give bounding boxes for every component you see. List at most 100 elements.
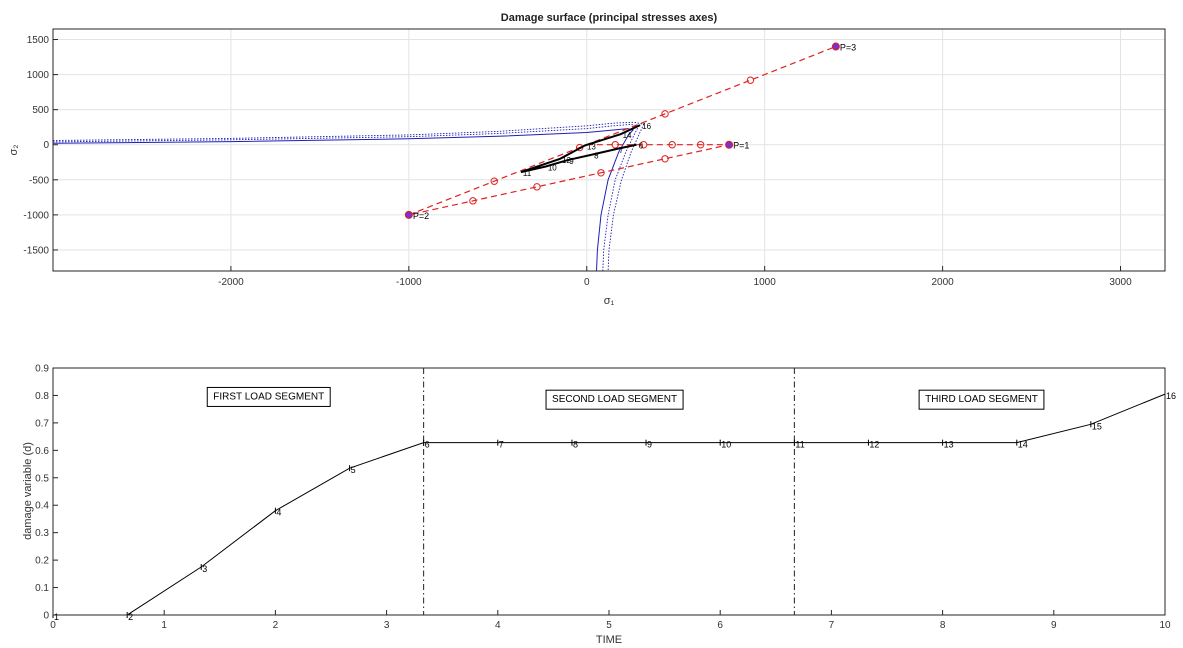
load-point-marker [404, 210, 413, 219]
trajectory-point-label: 12 [562, 156, 571, 165]
y-tick-label: 0 [43, 611, 49, 622]
path-marker [597, 169, 605, 177]
y-tick-label: 1500 [27, 35, 50, 46]
path-marker [490, 177, 498, 185]
y-axis-label: σ₂ [8, 144, 20, 155]
load-segment-annotation: THIRD LOAD SEGMENT [918, 389, 1045, 410]
y-tick-label: 0 [43, 140, 49, 151]
load-segment-annotation: FIRST LOAD SEGMENT [206, 386, 331, 407]
annotation-box [206, 386, 331, 407]
path-marker [661, 155, 669, 163]
stress-trajectory-line [520, 124, 641, 174]
y-tick-label: -1000 [23, 210, 49, 221]
damage-point-label: 9 [647, 440, 652, 450]
damage-point-label: 11 [795, 440, 804, 450]
x-tick-label: 5 [606, 620, 612, 631]
y-tick-label: -500 [29, 175, 49, 186]
path-marker [469, 197, 477, 205]
x-tick-label: 9 [1051, 620, 1057, 631]
damage-surface-chart: Damage surface (principal stresses axes)… [8, 12, 1166, 307]
x-tick-label: 7 [829, 620, 835, 631]
y-tick-label: 0.1 [35, 583, 49, 594]
x-tick-label: 4 [495, 620, 501, 631]
damage-point-label: 16 [1166, 391, 1176, 401]
x-tick-label: 3 [384, 620, 390, 631]
x-axis-label: TIME [596, 634, 622, 646]
load-point-label: P=1 [733, 141, 749, 151]
path-marker [661, 110, 669, 118]
load-point-marker [831, 42, 840, 51]
y-tick-label: 1000 [27, 70, 50, 81]
damage-point-label: 14 [1018, 440, 1028, 450]
annotation-text: SECOND LOAD SEGMENT [552, 394, 677, 405]
y-tick-label: 0.6 [35, 446, 49, 457]
trajectory-point-label: 11 [523, 169, 532, 178]
y-tick-label: 0.2 [35, 556, 49, 567]
damage-point-label: 12 [869, 440, 879, 450]
load-point-label: P=2 [413, 211, 429, 221]
annotation-box [545, 389, 684, 410]
y-tick-label: 500 [32, 105, 49, 116]
x-tick-label: 1 [161, 620, 167, 631]
x-tick-label: 2 [273, 620, 279, 631]
y-tick-label: 0.8 [35, 391, 49, 402]
x-tick-label: 2000 [931, 277, 954, 288]
tick-labels: 0 1 2 3 4 5 6 7 8 9 1000.10.20.30.40.50.60.70.80.9 [35, 364, 1171, 632]
y-axis-label: damage variable (d) [22, 442, 34, 540]
x-tick-label: -2000 [218, 277, 244, 288]
damage-surface-curve [52, 121, 645, 272]
annotation-box [918, 389, 1045, 410]
trajectory-point-label: 6 [639, 142, 644, 151]
damage-point-label: 13 [944, 440, 954, 450]
x-tick-label: 0 [584, 277, 590, 288]
damage-point-label: 2 [128, 612, 133, 622]
x-tick-label: -1000 [396, 277, 422, 288]
y-tick-label: 0.9 [35, 364, 49, 375]
load-point-label: P=3 [840, 43, 856, 53]
damage-point-label: 3 [202, 564, 207, 574]
y-tick-label: -1500 [23, 245, 49, 256]
x-tick-label: 1000 [754, 277, 777, 288]
damage-point-label: 7 [499, 440, 504, 450]
y-tick-label: 0.5 [35, 473, 49, 484]
x-tick-label: 8 [940, 620, 946, 631]
path-marker [696, 141, 705, 149]
path-marker [746, 76, 755, 84]
damage-point-label: 5 [351, 465, 356, 475]
x-tick-label: 0 [50, 620, 56, 631]
damage-point-label: 6 [425, 440, 430, 450]
load-segment-annotation: SECOND LOAD SEGMENT [545, 389, 684, 410]
trajectory-point-label: 14 [623, 131, 632, 140]
path-marker [611, 141, 619, 149]
axes-box [52, 28, 1166, 272]
damage-point-label: 1 [54, 612, 59, 622]
trajectory-point-label: 9 [569, 157, 574, 166]
damage-point-label: 4 [276, 508, 281, 518]
damage-line [53, 393, 1166, 616]
x-tick-label: 3000 [1109, 277, 1132, 288]
damage-point-label: 8 [573, 440, 578, 450]
annotation-text: THIRD LOAD SEGMENT [925, 394, 1038, 405]
x-tick-label: 6 [717, 620, 723, 631]
trajectory-point-label: 8 [594, 152, 599, 161]
x-axis-label: σ₁ [604, 295, 615, 307]
y-tick-label: 0.7 [35, 418, 49, 429]
annotation-text: FIRST LOAD SEGMENT [213, 391, 324, 402]
load-path-line [408, 45, 837, 216]
path-marker [668, 141, 676, 149]
tick-labels: -2000 -1000 0 1000 2000 3000 -1500 -1000 -500 0 50… [23, 35, 1132, 288]
path-marker [533, 183, 541, 191]
trajectory-point-label: 16 [642, 122, 651, 131]
plot-content: 16 14 13 12 11 10 9 8 7 6 P=1 P=2 P=3 [52, 42, 856, 272]
damage-point-label: 10 [721, 440, 731, 450]
y-tick-label: 0.4 [35, 501, 49, 512]
trajectory-point-label: 7 [619, 146, 624, 155]
trajectory-point-label: 13 [587, 142, 596, 151]
load-point-marker [725, 140, 734, 149]
x-tick-label: 10 [1159, 620, 1171, 631]
chart-title: Damage surface (principal stresses axes) [501, 12, 718, 24]
path-marker [639, 141, 648, 149]
